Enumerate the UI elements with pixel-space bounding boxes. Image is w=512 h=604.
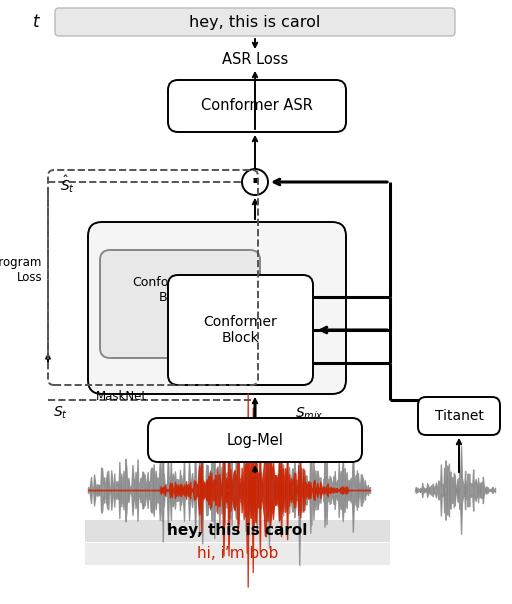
Text: hey, this is carol: hey, this is carol: [167, 524, 308, 539]
FancyBboxPatch shape: [85, 543, 390, 565]
Text: Spectrogram
Loss: Spectrogram Loss: [0, 256, 42, 284]
Text: hey, this is carol: hey, this is carol: [189, 14, 321, 30]
FancyBboxPatch shape: [100, 250, 260, 358]
Text: ·: ·: [250, 170, 260, 194]
Text: ASR Loss: ASR Loss: [222, 53, 288, 68]
Text: Conformer
Bl: Conformer Bl: [132, 276, 198, 304]
FancyBboxPatch shape: [55, 8, 455, 36]
Text: $S_{mix}$: $S_{mix}$: [295, 406, 324, 422]
FancyBboxPatch shape: [418, 397, 500, 435]
Text: Titanet: Titanet: [435, 409, 483, 423]
Text: $t$: $t$: [32, 13, 41, 31]
Circle shape: [169, 327, 175, 333]
FancyBboxPatch shape: [85, 520, 390, 542]
Text: $\hat{S}_t$: $\hat{S}_t$: [60, 173, 75, 195]
Circle shape: [242, 169, 268, 195]
FancyBboxPatch shape: [88, 222, 346, 394]
Circle shape: [169, 315, 175, 321]
Text: $S_t$: $S_t$: [53, 405, 68, 422]
FancyBboxPatch shape: [168, 275, 313, 385]
Text: Conformer ASR: Conformer ASR: [201, 98, 313, 114]
FancyBboxPatch shape: [168, 80, 346, 132]
Text: hi, i’m bob: hi, i’m bob: [197, 547, 278, 562]
Text: MaskNet: MaskNet: [96, 390, 147, 403]
FancyBboxPatch shape: [148, 418, 362, 462]
Text: Log-Mel: Log-Mel: [227, 432, 284, 448]
Text: Conformer
Block: Conformer Block: [204, 315, 278, 345]
Circle shape: [169, 303, 175, 309]
